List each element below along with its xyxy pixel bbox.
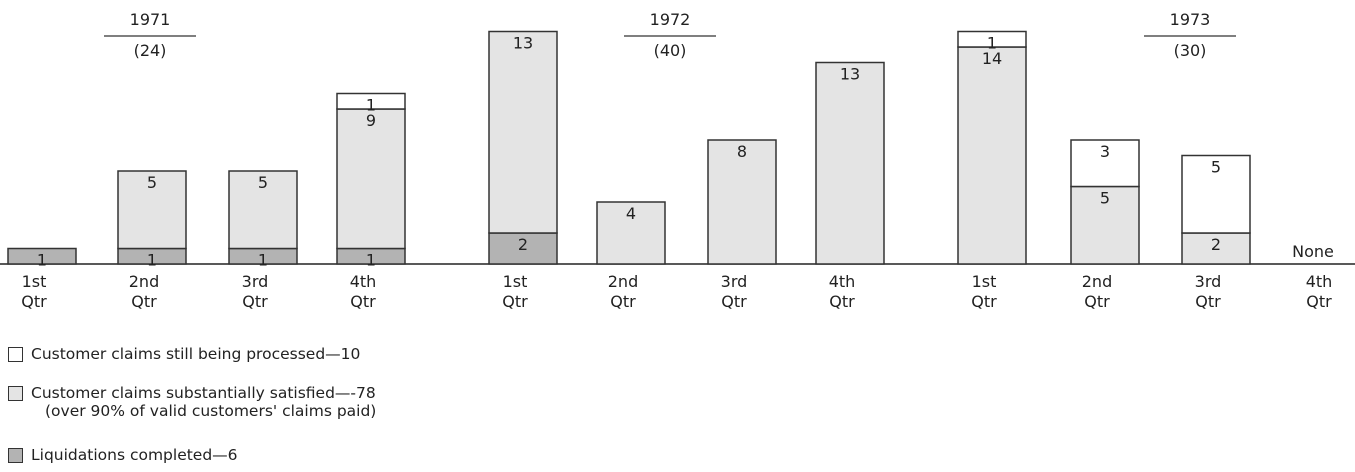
x-tick-label: 4th xyxy=(1306,272,1333,291)
bar-value-label: 5 xyxy=(1100,189,1110,208)
legend-item-satisfied: Customer claims substantially satisfied—… xyxy=(8,384,376,420)
legend-item-liquidations: Liquidations completed—6 xyxy=(8,446,238,464)
x-tick-label: Qtr xyxy=(131,292,157,311)
x-tick-label: Qtr xyxy=(21,292,47,311)
bar-segment-satisfied xyxy=(707,139,777,265)
bar-value-label: 14 xyxy=(982,49,1002,68)
bar-value-label: 13 xyxy=(840,65,860,84)
bar-value-label: 4 xyxy=(626,204,636,223)
x-tick-label: 3rd xyxy=(1195,272,1222,291)
bar-value-label: 1 xyxy=(147,251,157,270)
legend-sublabel-satisfied: (over 90% of valid customers' claims pai… xyxy=(45,402,377,420)
x-tick-label: Qtr xyxy=(610,292,636,311)
x-tick-label: Qtr xyxy=(1084,292,1110,311)
bar-segment-satisfied xyxy=(1181,232,1251,265)
bar-value-label: 2 xyxy=(518,235,528,254)
bar-segment-processing xyxy=(336,92,406,110)
bar-value-label: 3 xyxy=(1100,142,1110,161)
bar-segment-processing xyxy=(1181,154,1251,234)
legend-label-liquidations: Liquidations completed—6 xyxy=(31,446,238,464)
bar-segment-satisfied xyxy=(596,201,666,265)
bar-value-label: 8 xyxy=(737,142,747,161)
bar-value-label: 5 xyxy=(1211,158,1221,177)
bar-segment-satisfied xyxy=(815,61,885,265)
legend-swatch-liquidations xyxy=(8,448,23,463)
empty-bar-annotation: None xyxy=(1292,242,1334,261)
bar-segment-processing xyxy=(957,30,1027,48)
bar-segment-satisfied xyxy=(957,46,1027,265)
x-tick-label: 4th xyxy=(350,272,377,291)
x-tick-label: 1st xyxy=(22,272,47,291)
legend-label-satisfied: Customer claims substantially satisfied—… xyxy=(31,384,376,402)
group-year-label: 1972 xyxy=(650,10,691,29)
bar-value-label: 1 xyxy=(258,251,268,270)
x-tick-label: 2nd xyxy=(608,272,638,291)
x-tick-label: 4th xyxy=(829,272,856,291)
group-year-label: 1971 xyxy=(130,10,171,29)
bar-segment-processing xyxy=(1070,139,1140,188)
legend-swatch-satisfied xyxy=(8,386,23,401)
bar-value-label: 1 xyxy=(366,96,376,115)
group-total-label: (40) xyxy=(654,41,687,60)
bar-value-label: 1 xyxy=(366,251,376,270)
legend-swatch-processing xyxy=(8,347,23,362)
bar-segment-liquidations xyxy=(7,247,77,265)
x-tick-label: Qtr xyxy=(1306,292,1332,311)
bar-segment-satisfied xyxy=(1070,185,1140,265)
x-tick-label: 1st xyxy=(972,272,997,291)
x-tick-label: Qtr xyxy=(721,292,747,311)
bar-value-label: 5 xyxy=(258,173,268,192)
claims-bar-chart: 1 1515191213481314153251stQtr2ndQtr3rdQtr… xyxy=(0,10,1355,311)
bar-value-label: 9 xyxy=(366,111,376,130)
bar-value-label: 1 xyxy=(37,251,47,270)
x-tick-label: 1st xyxy=(503,272,528,291)
legend-label-processing: Customer claims still being processed—10 xyxy=(31,345,361,363)
x-tick-label: Qtr xyxy=(350,292,376,311)
bar-segment-satisfied xyxy=(336,108,406,250)
x-tick-label: Qtr xyxy=(829,292,855,311)
bar-value-label: 2 xyxy=(1211,235,1221,254)
bar-value-label: 1 xyxy=(987,34,997,53)
bar-segment-satisfied xyxy=(488,30,558,234)
bar-segment-satisfied xyxy=(117,170,187,250)
legend-item-processing: Customer claims still being processed—10 xyxy=(8,345,360,363)
x-tick-label: 3rd xyxy=(242,272,269,291)
group-total-label: (30) xyxy=(1174,41,1207,60)
group-year-label: 1973 xyxy=(1170,10,1211,29)
bar-value-label: 5 xyxy=(147,173,157,192)
bar-segment-satisfied xyxy=(228,170,298,250)
bar-value-label: 13 xyxy=(513,34,533,53)
x-tick-label: Qtr xyxy=(502,292,528,311)
x-tick-label: 2nd xyxy=(129,272,159,291)
group-total-label: (24) xyxy=(134,41,167,60)
x-tick-label: Qtr xyxy=(1195,292,1221,311)
bar-segment-liquidations xyxy=(488,232,558,265)
x-tick-label: Qtr xyxy=(971,292,997,311)
x-tick-label: Qtr xyxy=(242,292,268,311)
x-tick-label: 3rd xyxy=(721,272,748,291)
x-tick-label: 2nd xyxy=(1082,272,1112,291)
